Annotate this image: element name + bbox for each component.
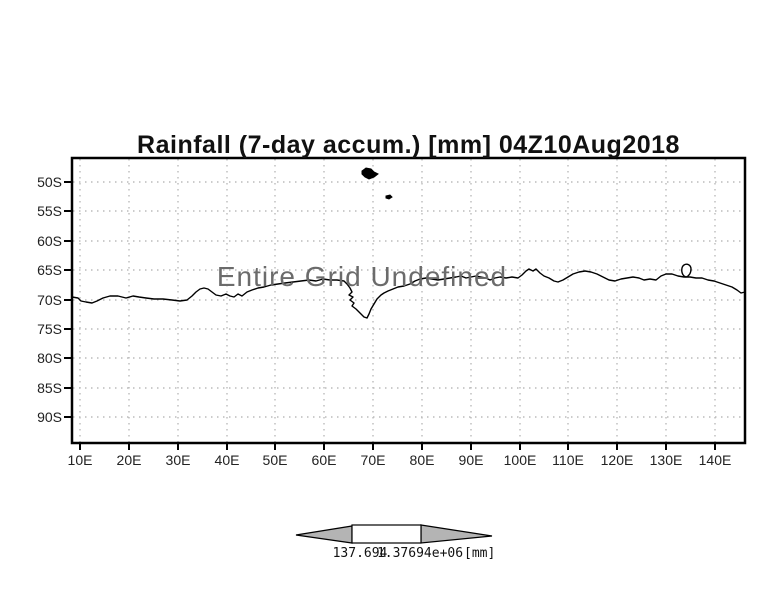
axis-ticks bbox=[64, 181, 716, 450]
colorbar bbox=[295, 524, 493, 544]
lon-tick-label-120e: 120E bbox=[600, 452, 634, 468]
colorbar-min-label: 137.694 bbox=[332, 546, 388, 561]
colorbar-max-label: 1.37694e+06 bbox=[376, 546, 464, 561]
lon-tick-label-140e: 140E bbox=[698, 452, 732, 468]
colorbar-body bbox=[351, 524, 422, 544]
island-kerguelen bbox=[361, 167, 379, 180]
coastline bbox=[71, 268, 746, 319]
lat-tick-label-90s: 90S bbox=[37, 409, 62, 425]
lat-tick-label-55s: 55S bbox=[37, 203, 62, 219]
coastline-group bbox=[71, 167, 746, 319]
lat-tick-label-65s: 65S bbox=[37, 262, 62, 278]
lon-tick-label-50e: 50E bbox=[262, 452, 288, 468]
lon-tick-label-30e: 30E bbox=[165, 452, 191, 468]
chart-title: Rainfall (7-day accum.) [mm] 04Z10Aug201… bbox=[137, 131, 680, 159]
lat-tick-label-70s: 70S bbox=[37, 292, 62, 308]
lat-tick-label-60s: 60S bbox=[37, 233, 62, 249]
plot-frame bbox=[70, 156, 747, 445]
lon-tick-label-20e: 20E bbox=[116, 452, 142, 468]
lat-tick-label-75s: 75S bbox=[37, 321, 62, 337]
lon-tick-label-70e: 70E bbox=[360, 452, 386, 468]
latlon-gridlines bbox=[73, 159, 744, 442]
island-loop bbox=[681, 263, 692, 278]
colorbar-unit-label: [mm] bbox=[464, 546, 496, 561]
lat-tick-label-50s: 50S bbox=[37, 174, 62, 190]
lon-tick-label-60e: 60E bbox=[311, 452, 337, 468]
grid-undefined-message: Entire Grid Undefined bbox=[216, 261, 508, 292]
colorbar-left-arrow bbox=[295, 525, 353, 544]
colorbar-right-arrow bbox=[420, 524, 493, 544]
lat-tick-label-85s: 85S bbox=[37, 380, 62, 396]
lon-tick-label-10e: 10E bbox=[67, 452, 93, 468]
island-heard bbox=[385, 194, 393, 200]
lon-tick-label-90e: 90E bbox=[458, 452, 484, 468]
lon-tick-label-40e: 40E bbox=[214, 452, 240, 468]
lon-tick-label-100e: 100E bbox=[503, 452, 537, 468]
lon-tick-label-130e: 130E bbox=[649, 452, 683, 468]
lon-tick-label-110e: 110E bbox=[552, 452, 584, 468]
lon-tick-label-80e: 80E bbox=[409, 452, 435, 468]
lat-tick-label-80s: 80S bbox=[37, 350, 62, 366]
